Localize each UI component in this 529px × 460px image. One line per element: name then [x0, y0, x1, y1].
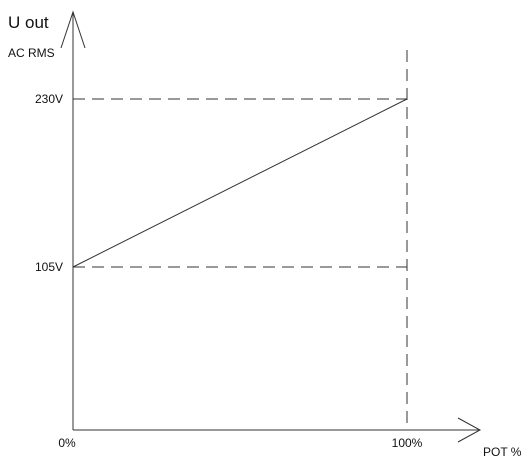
y-axis-arrow-icon [60, 10, 86, 49]
y-tick-label-105v: 105V [35, 260, 63, 274]
y-tick-label-230v: 230V [35, 92, 63, 106]
x-axis-title: POT % [483, 445, 522, 459]
x-axis-arrow-icon [457, 417, 482, 443]
x-tick-label-100-percent: 100% [392, 436, 423, 450]
y-axis-title: U out [8, 13, 49, 32]
y-axis-subtitle: AC RMS [8, 46, 55, 60]
series-line [72, 98, 408, 268]
x-tick-label-0-percent: 0% [58, 436, 76, 450]
